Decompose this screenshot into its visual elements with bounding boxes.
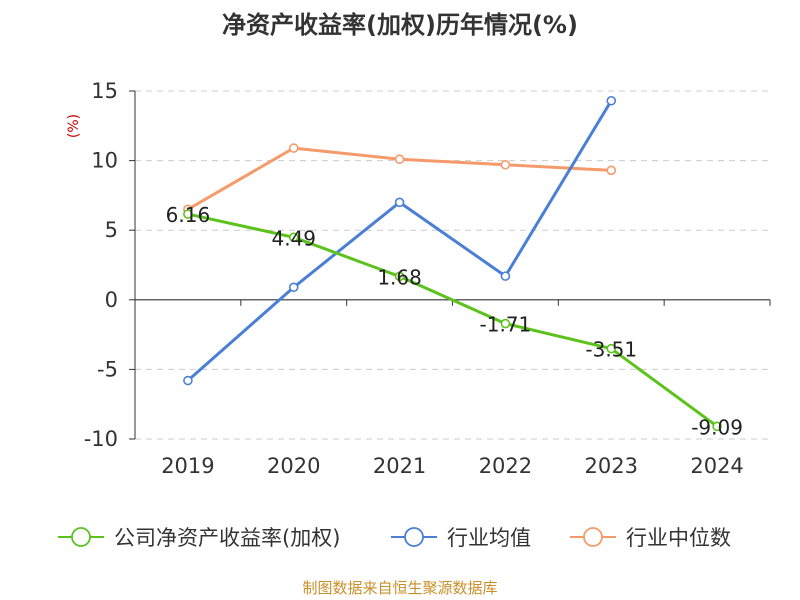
data-point (606, 95, 617, 106)
x-tick-label: 2020 (267, 454, 320, 478)
data-point (183, 375, 193, 386)
data-label: 4.49 (271, 226, 316, 250)
x-tick-label: 2019 (161, 454, 214, 478)
data-point (394, 197, 405, 208)
chart-title: 净资产收益率(加权)历年情况(%) (222, 11, 578, 39)
x-tick-label: 2024 (690, 454, 743, 478)
y-axis-unit: (%) (66, 114, 82, 138)
data-point (394, 154, 405, 165)
data-label: -3.51 (585, 338, 637, 362)
data-point (288, 282, 299, 293)
axes: 15 10 5 0 -5 -10 2019 2020 2021 2022 2023 2024 (84, 79, 771, 478)
y-tick-label: 5 (105, 218, 118, 242)
y-tick-label: 0 (105, 288, 118, 312)
data-point (288, 143, 299, 153)
x-tick-label: 2023 (585, 454, 638, 478)
grid (135, 90, 770, 440)
data-point (288, 232, 299, 243)
data-label: 1.68 (377, 265, 422, 289)
x-tick-label: 2021 (373, 454, 426, 478)
data-label: 6.16 (166, 203, 211, 227)
x-tick-label: 2022 (479, 454, 532, 478)
data-point (712, 421, 722, 432)
data-point (394, 271, 405, 282)
data-point (606, 165, 617, 176)
data-label: -1.71 (480, 313, 532, 337)
legend-marker (404, 527, 424, 547)
y-tick-label: 15 (91, 79, 118, 103)
data-point (606, 343, 617, 354)
data-point (183, 209, 193, 219)
y-tick-label: 10 (91, 149, 118, 173)
legend-label: 公司净资产收益率(加权) (114, 526, 340, 550)
legend-label: 行业均值 (447, 526, 531, 550)
series-line (187, 212, 718, 428)
legend-marker (71, 527, 91, 547)
data-point (500, 159, 511, 170)
series-line (186, 99, 613, 382)
y-tick-label: -10 (84, 427, 118, 451)
y-tick-label: -5 (97, 357, 118, 381)
data-point (500, 318, 511, 329)
legend: 公司净资产收益率(加权) 行业均值 行业中位数 (58, 526, 731, 550)
legend-marker (583, 527, 603, 547)
data-label: -9.09 (691, 415, 743, 439)
data-point (500, 271, 511, 281)
source-note: 制图数据来自恒生聚源数据库 (302, 579, 497, 597)
series-group: 6.16 4.49 1.68 -1.71 -3.51 -9.09 (166, 95, 743, 439)
legend-label: 行业中位数 (626, 526, 731, 550)
